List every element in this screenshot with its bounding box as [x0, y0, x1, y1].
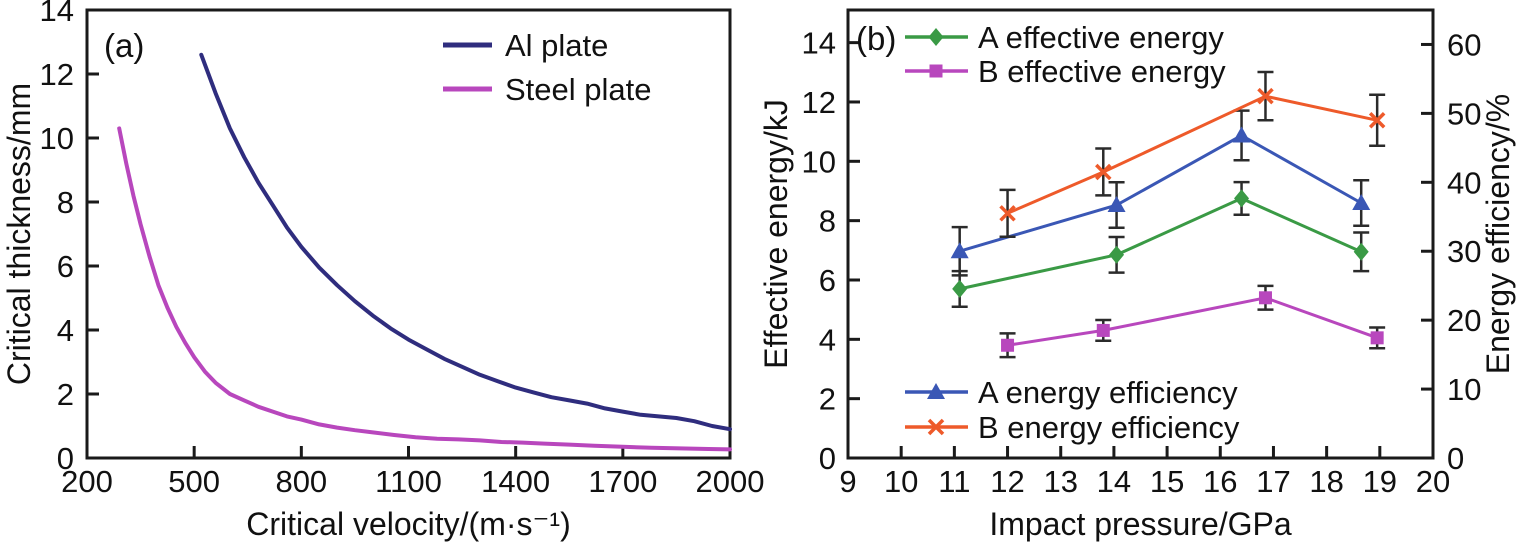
triangle-marker	[1107, 196, 1126, 213]
series-line-a-effective-energy	[959, 196, 1362, 291]
panel-b-x-tick-label: 10	[884, 464, 918, 499]
x-marker	[1368, 112, 1386, 129]
legend-label-al-plate: Al plate	[505, 28, 608, 63]
series-b-energy-efficiency	[999, 70, 1386, 239]
panel-b-x-axis-title: Impact pressure/GPa	[989, 506, 1292, 542]
panel-a-y-tick-label: 0	[57, 441, 74, 476]
square-marker	[1258, 291, 1272, 305]
triangle-marker	[927, 383, 945, 399]
x-marker	[1095, 163, 1112, 181]
panel-b-x-tick-label: 9	[839, 464, 856, 499]
panel-a-y-tick-label: 12	[40, 57, 74, 92]
panel-b-x-tick-label: 20	[1416, 464, 1450, 499]
legend-label-b-effective-energy: B effective energy	[978, 54, 1226, 89]
panel-b-border	[846, 8, 1435, 460]
series-line-b-energy-efficiency	[1006, 94, 1378, 215]
diamond-marker	[928, 28, 944, 46]
panel-a-y-tick-label: 8	[57, 185, 74, 220]
diamond-marker	[952, 279, 968, 298]
series-a-effective-energy	[951, 180, 1370, 308]
diamond-marker	[1353, 242, 1369, 261]
panel-b-left-y-tick-label: 2	[819, 382, 836, 417]
panel-b-label: (b)	[856, 20, 896, 57]
series-line-b-effective-energy	[1007, 296, 1378, 347]
series-a-energy-efficiency	[950, 109, 1371, 277]
panel-b-right-y-tick-label: 50	[1447, 96, 1481, 131]
panel-b-x-tick-label: 18	[1309, 464, 1343, 499]
panel-a-x-tick-label: 200	[61, 464, 113, 499]
series-b-effective-energy	[999, 284, 1386, 359]
panel-a-y-tick-label: 6	[57, 249, 74, 284]
x-marker	[1257, 87, 1274, 105]
panel-a-y-tick-label: 4	[57, 313, 74, 348]
panel-b-left-y-tick-label: 8	[819, 204, 836, 239]
panel-a-x-tick-label: 1700	[588, 464, 657, 499]
series-line-al-plate	[199, 52, 732, 432]
series-line-a-energy-efficiency	[959, 133, 1362, 253]
panel-b-left-y-tick-label: 12	[802, 85, 836, 120]
panel-b-x-tick-label: 14	[1097, 464, 1131, 499]
square-marker	[929, 64, 943, 78]
legend-label-steel-plate: Steel plate	[505, 72, 652, 107]
triangle-marker	[950, 242, 969, 259]
panel-a-y-axis-title: Critical thickness/mm	[1, 83, 37, 385]
panel-b-x-tick-label: 13	[1043, 464, 1077, 499]
diamond-marker	[1109, 245, 1125, 264]
panel-b-left-y-tick-label: 6	[819, 263, 836, 298]
panel-b-right-y-axis-title: Energy efficiency/%	[1480, 94, 1516, 374]
panel-b-right-y-tick-label: 30	[1447, 234, 1481, 269]
legend-label-a-energy-efficiency: A energy efficiency	[978, 375, 1238, 410]
triangle-marker	[1232, 126, 1251, 143]
panel-a-y-tick-label: 14	[40, 0, 74, 28]
panel-b-right-y-tick-label: 60	[1447, 27, 1481, 62]
panel-b-left-y-tick-label: 0	[819, 441, 836, 476]
panel-b-left-y-axis-title: Effective energy/kJ	[758, 99, 794, 369]
triangle-marker	[1352, 193, 1371, 210]
panel-b-x-tick-label: 15	[1150, 464, 1184, 499]
square-marker	[1001, 338, 1015, 352]
panel-a-x-tick-label: 500	[168, 464, 220, 499]
series-line-steel-plate	[117, 126, 732, 452]
panel-b-left-y-tick-label: 4	[819, 322, 836, 357]
panel-b-x-tick-label: 12	[990, 464, 1024, 499]
panel-b-right-y-tick-label: 40	[1447, 165, 1481, 200]
panel-b-right-y-tick-label: 0	[1447, 441, 1464, 476]
panel-a-y-tick-label: 2	[57, 377, 74, 412]
panel-a-y-tick-label: 10	[40, 121, 74, 156]
panel-b-left-y-tick-label: 14	[802, 26, 836, 61]
panel-b-x-tick-label: 17	[1256, 464, 1290, 499]
x-marker	[999, 205, 1016, 222]
panel-a-x-tick-label: 800	[275, 464, 327, 499]
panel-b-x-tick-label: 16	[1203, 464, 1237, 499]
square-marker	[1096, 323, 1110, 337]
panel-a-x-tick-label: 2000	[696, 464, 765, 499]
panel-b-right-y-tick-label: 20	[1447, 303, 1481, 338]
x-marker	[927, 418, 945, 436]
legend-label-a-effective-energy: A effective energy	[978, 20, 1224, 55]
panel-b-x-tick-label: 19	[1363, 464, 1397, 499]
panel-b-right-y-tick-label: 10	[1447, 372, 1481, 407]
panel-b-left-y-tick-label: 10	[802, 144, 836, 179]
panel-b-x-tick-label: 11	[938, 464, 970, 499]
diamond-marker	[1234, 189, 1250, 208]
square-marker	[1370, 331, 1384, 345]
legend-label-b-energy-efficiency: B energy efficiency	[978, 410, 1240, 445]
panel-a-label: (a)	[104, 27, 144, 64]
panel-a-x-tick-label: 1100	[375, 464, 442, 499]
panel-a-x-axis-title: Critical velocity/(m·s⁻¹)	[246, 506, 570, 542]
panel-a-x-tick-label: 1400	[481, 464, 550, 499]
